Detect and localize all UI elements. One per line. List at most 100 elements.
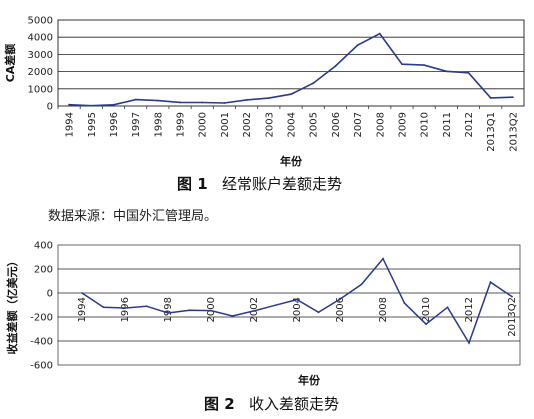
x-tick-label: 2004: [292, 297, 303, 322]
data-point: [467, 71, 470, 74]
data-point: [312, 82, 315, 85]
data-point: [167, 312, 169, 314]
x-tick-label: 1999: [176, 112, 187, 137]
figure1-number: 图 1: [177, 175, 208, 193]
data-point: [81, 292, 83, 294]
x-tick-label: 2008: [378, 297, 389, 322]
data-point: [145, 305, 148, 308]
y-axis-title: CA差额: [3, 44, 17, 83]
data-point: [296, 298, 298, 301]
x-tick-label: 2012: [464, 297, 475, 322]
figure2-number: 图 2: [204, 395, 235, 413]
y-axis-title: 收益差额（亿美元）: [5, 256, 19, 355]
data-point: [102, 306, 105, 309]
data-point: [403, 302, 406, 305]
data-point: [489, 281, 492, 284]
x-tick-label: 1997: [131, 112, 142, 137]
data-point: [511, 295, 513, 298]
x-tick-label: 2002: [242, 112, 253, 137]
y-tick-label: 200: [34, 265, 53, 276]
y-tick-label: 2000: [28, 67, 53, 78]
figure2-title: 收入差额走势: [248, 395, 339, 413]
x-tick-label: 1994: [65, 112, 76, 137]
x-tick-label: 2010: [420, 112, 431, 137]
data-point: [274, 304, 277, 307]
y-tick-label: 4000: [28, 33, 53, 44]
x-tick-label: 1994: [77, 297, 88, 322]
x-tick-label: 2000: [206, 297, 217, 322]
data-point: [231, 315, 234, 317]
x-tick-label: 2001: [220, 112, 231, 137]
plot-area: [57, 19, 525, 107]
data-point: [468, 342, 470, 344]
x-tick-label: 1995: [87, 112, 98, 137]
x-tick-label: 2011: [442, 112, 453, 137]
data-point: [134, 98, 137, 101]
chart-current-account: 0 1000 2000 3000 4000 5000 1994 1995 1996 1997 199…: [3, 16, 525, 168]
data-point: [210, 309, 212, 312]
x-tick-label: 1996: [120, 297, 131, 322]
data-source-note: 数据来源：中国外汇管理局。: [48, 209, 218, 224]
x-tick-label: 2013Q2: [507, 297, 518, 337]
data-point: [90, 104, 93, 107]
data-point: [112, 103, 115, 106]
x-tick-label: 1996: [109, 112, 120, 137]
data-point: [356, 44, 359, 47]
x-tick-label: 2000: [198, 112, 209, 137]
y-tick-label: 5000: [28, 16, 53, 27]
data-point: [124, 307, 126, 309]
x-tick-label: 2004: [287, 112, 298, 137]
x-tick-label: 2012: [464, 112, 475, 137]
data-point: [425, 323, 427, 325]
y-tick-label: -400: [30, 337, 53, 348]
data-point: [253, 309, 255, 312]
data-point: [401, 63, 403, 66]
x-tick-label: 2009: [397, 112, 408, 137]
y-tick-label: 0: [47, 289, 53, 300]
data-point: [446, 306, 449, 309]
figure1-caption: 图 1 经常账户差额走势: [177, 173, 342, 194]
y-tick-label: 0: [47, 102, 53, 113]
data-point: [290, 93, 292, 96]
data-point: [378, 32, 381, 35]
data-point: [339, 298, 341, 301]
data-point: [382, 257, 384, 260]
y-tick-label: 400: [34, 241, 53, 252]
x-tick-label: 2006: [331, 112, 342, 137]
x-tick-label: 2010: [421, 297, 432, 322]
data-point: [267, 97, 270, 100]
plot-area: [57, 244, 521, 366]
y-tick-label: -200: [30, 313, 53, 324]
data-point: [512, 96, 514, 99]
data-point: [223, 102, 226, 104]
x-tick-label: 1998: [153, 112, 164, 137]
figure2-caption: 图 2 收入差额走势: [204, 393, 339, 414]
x-tick-label: 1998: [163, 297, 174, 322]
data-point: [360, 283, 363, 286]
x-tick-label: 2013Q1: [486, 112, 497, 152]
y-tick-label: -600: [30, 361, 53, 372]
y-tick-label: 3000: [28, 50, 53, 61]
x-tick-label: 2002: [249, 297, 260, 322]
data-point: [156, 99, 159, 102]
data-point: [445, 70, 448, 73]
data-point: [317, 311, 320, 314]
data-point: [423, 64, 426, 66]
data-point: [188, 309, 191, 312]
data-point: [179, 101, 181, 104]
x-axis-title: 年份: [280, 154, 303, 168]
data-point: [68, 103, 70, 106]
x-tick-label: 2007: [353, 112, 364, 137]
x-tick-label: 2003: [264, 112, 275, 137]
figure1-title: 经常账户差额走势: [221, 175, 342, 193]
y-tick-label: 1000: [28, 84, 53, 95]
data-point: [489, 97, 492, 99]
data-point: [334, 65, 337, 68]
data-point: [245, 99, 248, 101]
x-tick-label: 2006: [335, 297, 346, 322]
x-tick-label: 2008: [375, 112, 386, 137]
x-tick-label: 2005: [309, 112, 320, 137]
data-point: [201, 101, 204, 104]
x-tick-label: 2013Q2: [508, 112, 519, 152]
